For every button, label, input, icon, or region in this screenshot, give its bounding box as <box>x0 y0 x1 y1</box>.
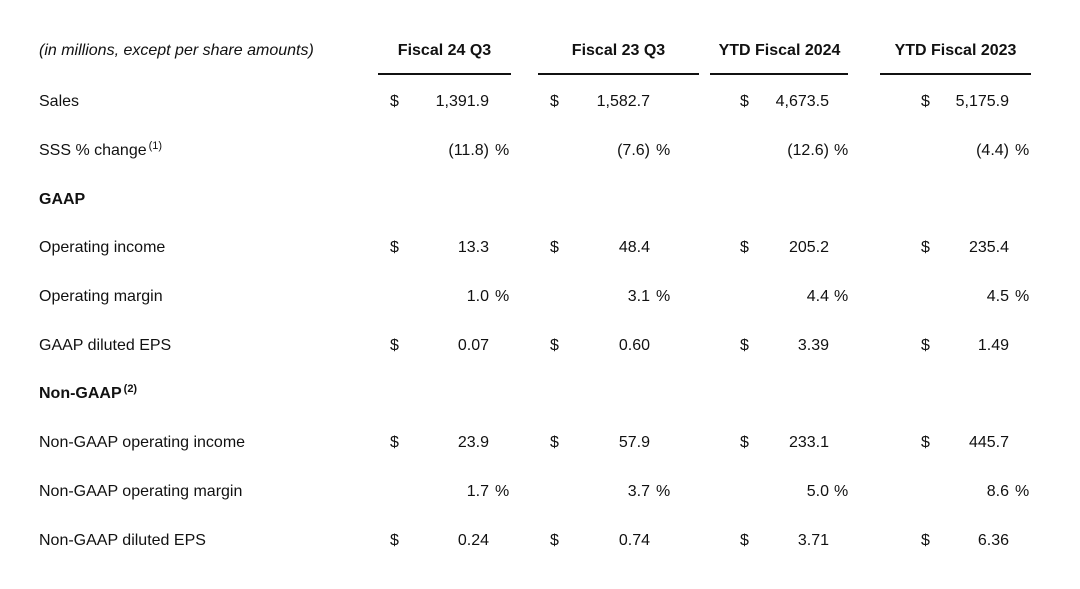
currency-symbol: $ <box>390 532 399 549</box>
row-label: Operating income <box>39 238 165 258</box>
percent-sign: % <box>495 142 510 159</box>
cell-value: 233.1 <box>788 434 829 451</box>
column-header-underline <box>880 73 1031 75</box>
table-caption: (in millions, except per share amounts) <box>39 42 314 59</box>
row-label-text: SSS % change <box>39 142 147 159</box>
currency-symbol: $ <box>550 93 559 110</box>
cell-value: (7.6) <box>617 142 650 159</box>
percent-sign: % <box>495 288 510 305</box>
row-label-text: Non-GAAP diluted EPS <box>39 532 206 549</box>
cell-value: 3.1 <box>627 288 650 305</box>
percent-sign: % <box>1015 288 1030 305</box>
cell-value: 3.71 <box>797 532 829 549</box>
currency-symbol: $ <box>740 337 749 354</box>
row-label: Sales <box>39 92 79 112</box>
cell-value: 4.5 <box>986 288 1009 305</box>
cell-value: (12.6) <box>787 142 829 159</box>
column-header-underline <box>710 73 848 75</box>
cell-value: 3.39 <box>797 337 829 354</box>
percent-sign: % <box>834 288 849 305</box>
row-label: SSS % change (1) <box>39 140 163 162</box>
currency-symbol: $ <box>550 337 559 354</box>
cell-value: 1.0 <box>466 288 489 305</box>
cell-value: 0.60 <box>618 337 650 354</box>
percent-sign: % <box>656 288 671 305</box>
currency-symbol: $ <box>550 434 559 451</box>
currency-symbol: $ <box>921 532 930 549</box>
row-label-text: Non-GAAP operating margin <box>39 483 243 500</box>
percent-sign: % <box>656 142 671 159</box>
currency-symbol: $ <box>550 532 559 549</box>
cell-value: 8.6 <box>986 483 1009 500</box>
cell-value: 445.7 <box>968 434 1009 451</box>
currency-symbol: $ <box>921 239 930 256</box>
column-header-fiscal-23-q3: Fiscal 23 Q3 <box>571 42 666 59</box>
column-header-underline <box>378 73 511 75</box>
currency-symbol: $ <box>740 239 749 256</box>
currency-symbol: $ <box>921 93 930 110</box>
row-label: GAAP diluted EPS <box>39 336 171 356</box>
currency-symbol: $ <box>921 337 930 354</box>
cell-value: 205.2 <box>788 239 829 256</box>
cell-value: 57.9 <box>618 434 650 451</box>
percent-sign: % <box>1015 483 1030 500</box>
row-label-text: Operating income <box>39 239 166 256</box>
row-label: Non-GAAP diluted EPS <box>39 531 206 551</box>
column-header-underline <box>538 73 699 75</box>
currency-symbol: $ <box>740 434 749 451</box>
cell-value: 23.9 <box>457 434 489 451</box>
row-label-text: Sales <box>39 93 80 110</box>
section-heading: GAAP <box>39 190 85 210</box>
cell-value: 1.49 <box>977 337 1009 354</box>
cell-value: 5.0 <box>806 483 829 500</box>
section-heading-text: Non-GAAP <box>39 385 122 402</box>
currency-symbol: $ <box>921 434 930 451</box>
cell-value: 1,391.9 <box>435 93 489 110</box>
cell-value: 0.24 <box>457 532 489 549</box>
cell-value: 13.3 <box>457 239 489 256</box>
percent-sign: % <box>495 483 510 500</box>
cell-value: 235.4 <box>968 239 1009 256</box>
currency-symbol: $ <box>740 93 749 110</box>
column-header-ytd-fiscal-2024: YTD Fiscal 2024 <box>718 42 841 59</box>
cell-value: 4.4 <box>806 288 829 305</box>
column-header-ytd-fiscal-2023: YTD Fiscal 2023 <box>894 42 1017 59</box>
footnote-marker: (1) <box>148 140 163 152</box>
currency-symbol: $ <box>390 93 399 110</box>
currency-symbol: $ <box>740 532 749 549</box>
percent-sign: % <box>656 483 671 500</box>
cell-value: 0.07 <box>457 337 489 354</box>
row-label: Operating margin <box>39 287 163 307</box>
column-header-fiscal-24-q3: Fiscal 24 Q3 <box>397 42 492 59</box>
percent-sign: % <box>834 142 849 159</box>
cell-value: 3.7 <box>627 483 650 500</box>
percent-sign: % <box>1015 142 1030 159</box>
currency-symbol: $ <box>390 337 399 354</box>
row-label: Non-GAAP operating income <box>39 433 245 453</box>
cell-value: 48.4 <box>618 239 650 256</box>
section-heading-text: GAAP <box>39 191 86 208</box>
cell-value: 5,175.9 <box>955 93 1009 110</box>
footnote-marker: (2) <box>123 383 138 395</box>
cell-value: 1.7 <box>466 483 489 500</box>
row-label-text: Operating margin <box>39 288 163 305</box>
currency-symbol: $ <box>390 434 399 451</box>
percent-sign: % <box>834 483 849 500</box>
currency-symbol: $ <box>390 239 399 256</box>
cell-value: 6.36 <box>977 532 1009 549</box>
cell-value: (11.8) <box>448 142 489 159</box>
section-heading: Non-GAAP (2) <box>39 383 138 405</box>
cell-value: 4,673.5 <box>775 93 829 110</box>
cell-value: (4.4) <box>976 142 1009 159</box>
row-label: Non-GAAP operating margin <box>39 482 242 502</box>
row-label-text: Non-GAAP operating income <box>39 434 246 451</box>
row-label-text: GAAP diluted EPS <box>39 337 172 354</box>
cell-value: 0.74 <box>618 532 650 549</box>
currency-symbol: $ <box>550 239 559 256</box>
cell-value: 1,582.7 <box>596 93 650 110</box>
